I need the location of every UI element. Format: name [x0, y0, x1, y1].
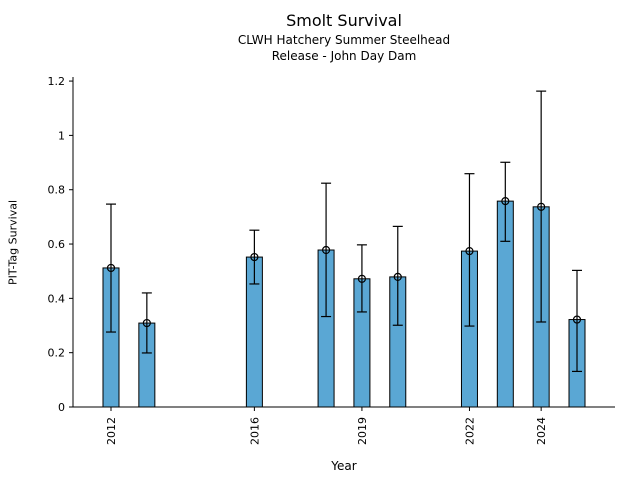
x-tick-label: 2022 — [463, 417, 476, 445]
y-tick-label: 0 — [58, 401, 65, 414]
x-tick-label: 2012 — [105, 417, 118, 445]
marker-2018 — [321, 245, 331, 255]
marker-2022 — [465, 246, 474, 256]
marker-2013 — [142, 318, 151, 328]
x-tick-label: 2016 — [248, 417, 261, 445]
y-tick-label: 1.2 — [48, 75, 66, 88]
chart-subtitle-line2: Release - John Day Dam — [271, 49, 417, 63]
y-tick-label: 0.4 — [48, 292, 66, 305]
chart-title: Smolt Survival — [286, 11, 402, 30]
x-axis-title: Year — [331, 459, 357, 473]
y-axis-title: PIT-Tag Survival — [6, 200, 20, 286]
marker-2025 — [572, 315, 582, 324]
x-tick-label: 2019 — [356, 417, 369, 445]
marker-2024 — [537, 202, 546, 211]
y-tick-label: 0.6 — [48, 238, 66, 251]
x-tick-label: 2024 — [535, 417, 548, 445]
marker-2020 — [393, 272, 402, 282]
marker-2012 — [106, 263, 116, 273]
y-tick-label: 0.2 — [48, 347, 66, 360]
chart-subtitle-line1: CLWH Hatchery Summer Steelhead — [237, 33, 451, 47]
y-tick-label: 1 — [58, 129, 65, 142]
marker-2023 — [501, 197, 510, 206]
y-tick-label: 0.8 — [48, 184, 66, 197]
marker-2019 — [357, 274, 367, 283]
marker-2016 — [250, 252, 259, 262]
